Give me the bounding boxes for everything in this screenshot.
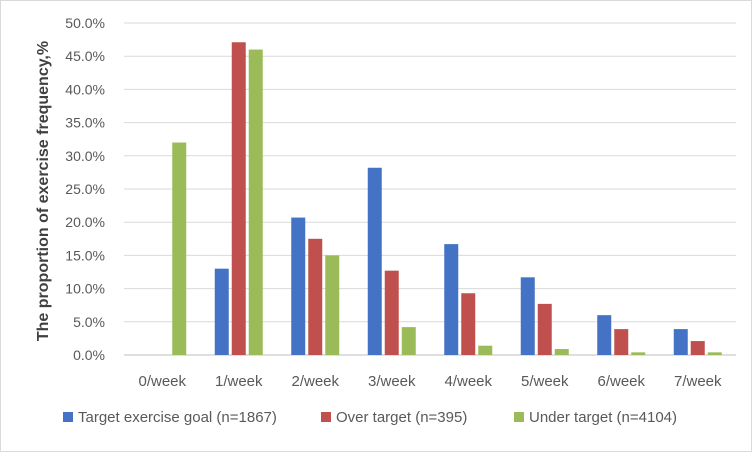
bar bbox=[707, 352, 722, 355]
bar bbox=[614, 329, 629, 355]
legend-swatch bbox=[321, 412, 331, 422]
y-tick-label: 15.0% bbox=[65, 247, 105, 263]
bar bbox=[367, 167, 382, 355]
y-tick-label: 30.0% bbox=[65, 148, 105, 164]
y-tick-label: 35.0% bbox=[65, 115, 105, 131]
bar bbox=[172, 142, 187, 355]
legend-item: Target exercise goal (n=1867) bbox=[63, 409, 277, 426]
x-tick-label: 5/week bbox=[521, 373, 569, 390]
y-tick-label: 0.0% bbox=[73, 347, 105, 363]
y-tick-label: 20.0% bbox=[65, 214, 105, 230]
y-axis-label: The proportion of exercise frequency,% bbox=[35, 41, 52, 341]
bar bbox=[444, 244, 459, 355]
legend-swatch bbox=[514, 412, 524, 422]
bar bbox=[325, 255, 340, 355]
bar bbox=[291, 217, 306, 355]
bar bbox=[597, 315, 612, 355]
x-tick-label: 0/week bbox=[138, 373, 186, 390]
y-tick-label: 40.0% bbox=[65, 81, 105, 97]
y-tick-label: 45.0% bbox=[65, 48, 105, 64]
legend-label: Target exercise goal (n=1867) bbox=[78, 409, 277, 426]
y-tick-label: 10.0% bbox=[65, 281, 105, 297]
y-tick-label: 5.0% bbox=[73, 314, 105, 330]
bar bbox=[231, 42, 246, 355]
x-tick-label: 1/week bbox=[215, 373, 263, 390]
bar bbox=[214, 268, 229, 355]
x-tick-label: 2/week bbox=[291, 373, 339, 390]
bar bbox=[554, 349, 569, 355]
bar bbox=[248, 49, 263, 356]
x-tick-label: 7/week bbox=[674, 373, 722, 390]
bar bbox=[401, 327, 416, 355]
legend: Target exercise goal (n=1867) Over target… bbox=[63, 409, 677, 426]
y-tick-label: 25.0% bbox=[65, 181, 105, 197]
legend-swatch bbox=[63, 412, 73, 422]
x-tick-label: 6/week bbox=[597, 373, 645, 390]
y-axis-tick-labels: 0.0% 5.0% 10.0% 15.0% 20.0% 25.0% 30.0% 35.0% 40… bbox=[65, 15, 105, 363]
legend-label: Under target (n=4104) bbox=[529, 409, 677, 426]
bar bbox=[384, 270, 399, 355]
bar bbox=[673, 329, 688, 355]
legend-item: Under target (n=4104) bbox=[514, 409, 677, 426]
x-axis-tick-labels: 0/week 1/week 2/week 3/week 4/week 5/week 6/we… bbox=[138, 373, 722, 390]
bar bbox=[537, 303, 552, 355]
bar bbox=[461, 293, 476, 355]
y-tick-label: 50.0% bbox=[65, 15, 105, 31]
bar bbox=[520, 277, 535, 355]
bars bbox=[172, 42, 722, 356]
legend-item: Over target (n=395) bbox=[321, 409, 467, 426]
x-tick-label: 4/week bbox=[444, 373, 492, 390]
bar bbox=[478, 345, 493, 355]
x-tick-label: 3/week bbox=[368, 373, 416, 390]
bar bbox=[690, 341, 705, 355]
bar bbox=[631, 352, 646, 355]
legend-label: Over target (n=395) bbox=[336, 409, 467, 426]
bar bbox=[308, 238, 323, 355]
